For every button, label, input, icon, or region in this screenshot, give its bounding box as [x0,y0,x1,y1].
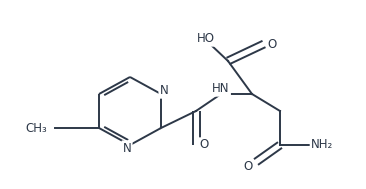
Text: NH₂: NH₂ [311,139,333,152]
Text: N: N [123,142,131,154]
Text: N: N [160,84,168,98]
Text: CH₃: CH₃ [25,122,47,135]
Text: O: O [199,139,209,152]
Text: O: O [268,37,277,50]
Text: HO: HO [197,33,215,46]
Text: HN: HN [212,83,230,95]
Text: O: O [243,160,253,174]
